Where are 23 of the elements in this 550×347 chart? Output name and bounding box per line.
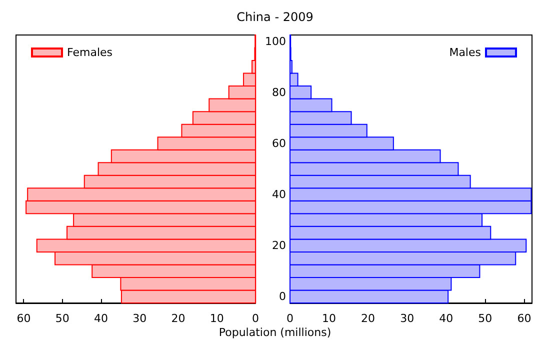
legend-label: Males	[449, 46, 482, 59]
y-tick-label: 100	[264, 34, 286, 48]
x-tick-label: 20	[361, 312, 376, 325]
x-tick-label: 0	[252, 312, 259, 325]
x-tick-label: 30	[132, 312, 147, 325]
y-tick-label: 0	[278, 290, 286, 304]
chart-title: China - 2009	[236, 10, 314, 24]
x-tick-label: 30	[400, 312, 414, 325]
y-tick-label: 80	[272, 86, 286, 99]
x-tick-label: 10	[322, 312, 336, 325]
x-axis-title: Population (millions)	[218, 326, 332, 339]
x-tick-label: 10	[210, 312, 224, 325]
x-tick-label: 40	[439, 312, 454, 325]
x-tick-label: 60	[517, 312, 532, 325]
y-tick-label: 60	[272, 136, 286, 150]
legend-label: Females	[67, 46, 113, 59]
y-tick-label: 40	[272, 188, 286, 202]
y-tick-label: 20	[272, 239, 286, 252]
x-tick-label: 40	[94, 312, 108, 325]
x-tick-label: 20	[171, 312, 186, 325]
x-tick-label: 50	[55, 312, 70, 325]
x-tick-label: 50	[478, 312, 492, 325]
x-tick-label: 60	[16, 312, 31, 325]
